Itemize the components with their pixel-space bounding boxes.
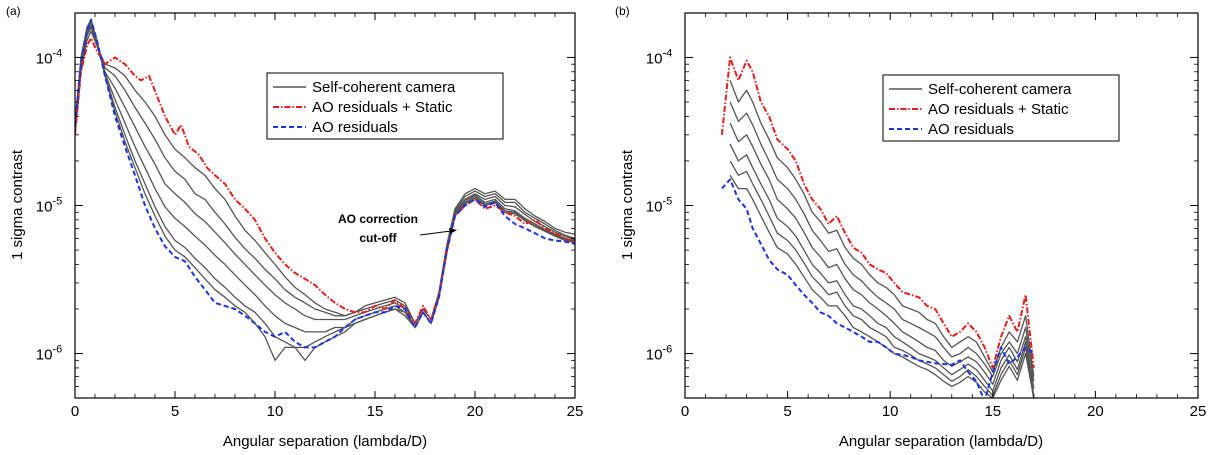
y-tick-label-b-2: 10-6 [646,344,672,364]
legend-label-blue-a: AO residuals [312,119,398,136]
x-tick-label-a-1: 5 [171,403,179,420]
plot-frame-b [684,12,1199,399]
series-line-self-coherent-camera-6-b [729,174,1035,398]
legend-label-blue-b: AO residuals [928,121,1014,138]
series-line-self-coherent-camera-2-a [75,26,575,325]
x-tick-label-a-3: 15 [367,403,384,420]
y-tick-label-a-0: 10-4 [36,47,62,67]
series-line-ao-residuals-static-b [720,56,1035,369]
y-tick-label-a-1: 10-5 [36,196,62,216]
x-axis-label-b: Angular separation (lambda/D) [839,433,1043,450]
annotation-line1: AO correction [338,212,418,226]
y-tick-label-a-2: 10-6 [36,344,62,364]
x-tick-label-b-4: 20 [1087,403,1104,420]
series-line-self-coherent-camera-4-b [729,143,1035,396]
x-tick-label-a-5: 25 [567,403,584,420]
x-tick-label-a-2: 10 [267,403,284,420]
legend-label-scc-a: Self-coherent camera [312,79,456,96]
annotation-arrow-shaft [419,230,452,236]
series-line-ao-residuals-a [75,18,575,349]
legend-label-scc-b: Self-coherent camera [928,81,1072,98]
legend-b: Self-coherent camera AO residuals + Stat… [882,74,1120,142]
panel-label-a: (a) [6,4,21,18]
legend-box-b [882,74,1120,142]
chart-panel-b: (b) 0 5 10 15 20 25 10-4 10-5 10-6 Angular separ… [615,4,1206,450]
x-tick-label-b-3: 15 [984,403,1001,420]
legend-label-red-a: AO residuals + Static [312,99,453,116]
y-axis-label-a: 1 sigma contrast [9,149,26,260]
series-line-self-coherent-camera-5-b [729,160,1035,398]
x-tick-label-b-2: 10 [882,403,899,420]
annotation-arrow-head [449,228,457,234]
x-axis-label-a: Angular separation (lambda/D) [223,433,427,450]
series-line-self-coherent-camera-3-b [729,122,1035,389]
annotation-a: AO correction cut-off [338,212,457,245]
series-line-self-coherent-camera-5-a [75,20,575,349]
series-line-self-coherent-camera-2-b [729,101,1035,382]
x-tick-label-a-0: 0 [71,403,79,420]
panel-label-b: (b) [615,4,630,18]
annotation-line2: cut-off [359,231,397,245]
y-axis-label-b: 1 sigma contrast [619,149,636,260]
y-tick-label-b-0: 10-4 [646,47,672,67]
legend-box-a [266,72,504,140]
legend-a: Self-coherent camera AO residuals + Stat… [266,72,504,140]
y-tick-label-b-1: 10-5 [646,196,672,216]
series-line-self-coherent-camera-1-a [75,30,575,325]
series-line-ao-residuals-b [721,178,1035,398]
series-line-self-coherent-camera-3-a [75,24,575,329]
x-tick-label-b-5: 25 [1190,403,1207,420]
x-tick-label-a-4: 20 [467,403,484,420]
x-tick-label-b-1: 5 [783,403,791,420]
chart-panel-a: (a) 0 5 10 15 20 25 10-4 10-5 10-6 Angular separ… [6,4,583,450]
series-line-self-coherent-camera-4-a [75,22,575,333]
x-tick-label-b-0: 0 [681,403,689,420]
legend-label-red-b: AO residuals + Static [928,101,1069,118]
series-line-ao-residuals-static-a [75,37,575,325]
series-line-self-coherent-camera-1-b [729,80,1035,377]
